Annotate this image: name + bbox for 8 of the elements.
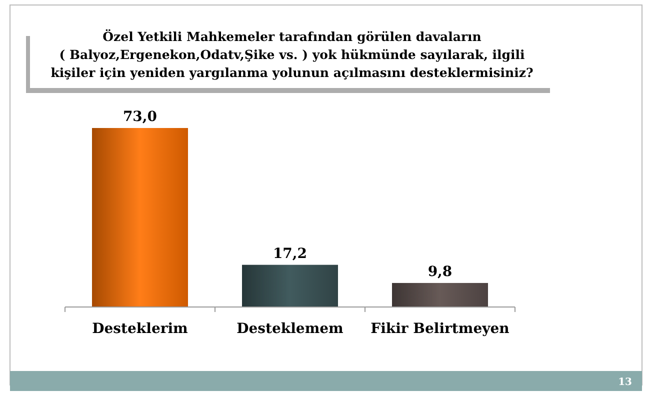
x-tick-label: Fikir Belirtmeyen <box>370 321 510 337</box>
x-tick-label: Desteklerim <box>92 321 188 337</box>
data-label: 17,2 <box>272 246 308 262</box>
chart-title: Özel Yetkili Mahkemeler tarafından görülen davaların ( Balyoz,Ergenekon,Odatv,Şike vs. ) yok hükmünde sayılarak, ilgili kişiler için yeniden yargılanma yolunun açılmasını desteklermisiniz? <box>50 29 534 80</box>
x-tick-label: Desteklemem <box>236 321 344 337</box>
text: 13 <box>618 377 632 388</box>
data-label: 73,0 <box>122 109 158 125</box>
data-label: 9,8 <box>428 264 452 280</box>
